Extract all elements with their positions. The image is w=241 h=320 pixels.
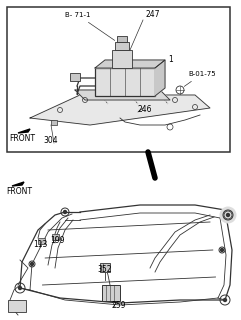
Text: 199: 199 bbox=[50, 236, 65, 245]
Text: 247: 247 bbox=[145, 10, 160, 19]
Circle shape bbox=[227, 213, 229, 217]
Text: FRONT: FRONT bbox=[6, 187, 32, 196]
Text: 259: 259 bbox=[112, 301, 127, 310]
Bar bbox=[100, 263, 110, 272]
Polygon shape bbox=[95, 60, 165, 68]
Bar bbox=[7, 7, 230, 152]
Bar bbox=[70, 73, 80, 81]
Text: 113: 113 bbox=[33, 240, 47, 249]
Polygon shape bbox=[75, 90, 170, 100]
Circle shape bbox=[63, 211, 67, 213]
Bar bbox=[52, 234, 59, 240]
Text: 352: 352 bbox=[97, 265, 112, 274]
Circle shape bbox=[31, 262, 33, 266]
Bar bbox=[112, 50, 132, 68]
Text: FRONT: FRONT bbox=[9, 134, 35, 143]
Circle shape bbox=[19, 286, 21, 290]
Polygon shape bbox=[155, 60, 165, 96]
Polygon shape bbox=[18, 129, 30, 133]
Circle shape bbox=[220, 207, 236, 223]
Text: B-01-75: B-01-75 bbox=[184, 71, 216, 86]
Text: 1: 1 bbox=[168, 55, 173, 64]
Bar bbox=[8, 300, 26, 312]
Circle shape bbox=[223, 299, 227, 301]
Bar bbox=[51, 120, 57, 125]
Bar bbox=[102, 285, 120, 301]
Polygon shape bbox=[30, 95, 210, 125]
Bar bbox=[117, 36, 127, 42]
Text: 304: 304 bbox=[43, 136, 58, 145]
Text: 246: 246 bbox=[138, 105, 153, 114]
Text: B- 71-1: B- 71-1 bbox=[65, 12, 115, 40]
Bar bbox=[115, 42, 129, 50]
Circle shape bbox=[221, 249, 223, 252]
Polygon shape bbox=[12, 182, 24, 186]
Bar bbox=[38, 238, 45, 244]
Bar bbox=[95, 68, 155, 96]
